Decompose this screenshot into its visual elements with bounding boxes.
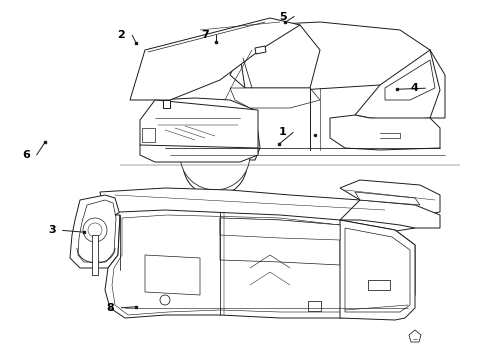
Polygon shape [70, 195, 120, 268]
Polygon shape [163, 100, 170, 108]
Polygon shape [230, 88, 320, 108]
Polygon shape [140, 145, 258, 162]
Circle shape [183, 132, 247, 196]
Bar [308, 301, 321, 311]
Text: 6: 6 [22, 150, 30, 160]
Polygon shape [255, 46, 266, 54]
Circle shape [180, 120, 250, 190]
Text: 1: 1 [278, 127, 286, 138]
Text: 3: 3 [48, 225, 56, 235]
Polygon shape [355, 192, 420, 205]
Polygon shape [340, 220, 415, 320]
Text: 7: 7 [201, 30, 209, 40]
Polygon shape [145, 255, 200, 295]
Polygon shape [330, 115, 440, 150]
Polygon shape [112, 215, 408, 315]
Polygon shape [340, 180, 440, 215]
Polygon shape [340, 200, 440, 228]
Polygon shape [142, 128, 155, 142]
Polygon shape [78, 200, 116, 262]
Polygon shape [230, 22, 430, 90]
Polygon shape [105, 210, 415, 318]
Polygon shape [220, 218, 340, 240]
Polygon shape [140, 100, 258, 155]
Polygon shape [100, 188, 420, 232]
Polygon shape [385, 60, 435, 100]
Text: 4: 4 [411, 83, 418, 93]
Polygon shape [345, 228, 410, 312]
Polygon shape [220, 218, 340, 265]
Polygon shape [355, 50, 445, 120]
Bar [92, 235, 98, 275]
Polygon shape [130, 18, 300, 100]
Polygon shape [155, 98, 260, 160]
Text: 5: 5 [279, 12, 287, 22]
Text: 8: 8 [107, 303, 115, 313]
Bar [368, 280, 390, 290]
Text: 2: 2 [118, 30, 125, 40]
Polygon shape [240, 25, 320, 88]
Polygon shape [409, 330, 421, 342]
